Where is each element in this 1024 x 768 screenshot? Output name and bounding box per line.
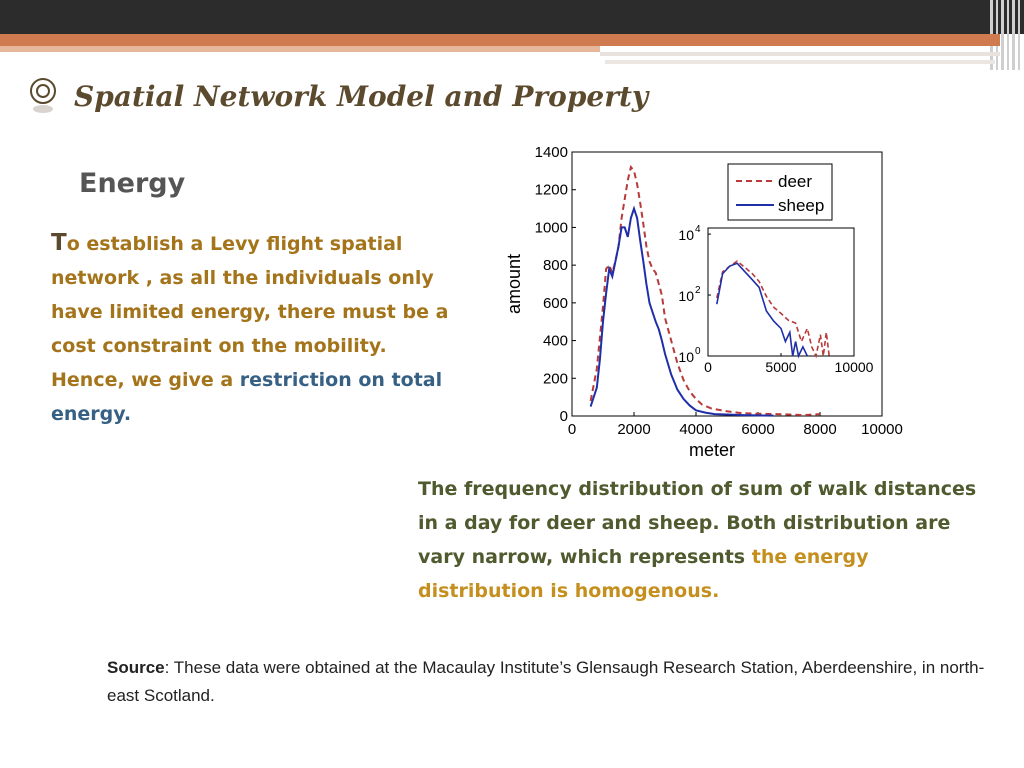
y-tick-label: 1400: [535, 144, 568, 161]
series-line-deer: [589, 164, 821, 417]
slide-subtitle: Energy: [79, 168, 186, 199]
inset-y-tick-exponent: 2: [695, 285, 701, 296]
inset-series-line-deer: [716, 260, 830, 359]
x-tick-label: 4000: [679, 421, 712, 438]
caption-text: The frequency distribution of sum of wal…: [418, 478, 977, 568]
series-line-sheep: [589, 205, 774, 417]
inset-x-tick-label: 5000: [765, 359, 796, 375]
legend: deer sheep: [727, 163, 833, 221]
inset-y-tick-exponent: 0: [695, 346, 701, 357]
inset-x-tick-label: 0: [704, 359, 712, 375]
paragraph-highlight: restriction on total energy.: [51, 369, 443, 425]
inset-frame: [707, 227, 855, 357]
source-text: : These data were obtained at the Macaul…: [107, 658, 985, 705]
y-tick-label: 1200: [535, 182, 568, 199]
x-tick-label: 10000: [861, 421, 903, 438]
x-tick-label: 6000: [741, 421, 774, 438]
source-label: Source: [107, 658, 165, 677]
chart-caption: The frequency distribution of sum of wal…: [418, 472, 998, 608]
y-tick-label: 0: [560, 408, 568, 425]
x-tick-label: 8000: [803, 421, 836, 438]
x-tick-label: 0: [568, 421, 576, 438]
inset-y-tick-base: 10: [678, 227, 694, 243]
body-paragraph: To establish a Levy flight spatial netwo…: [51, 226, 456, 431]
divider-line-2: [605, 60, 995, 64]
legend-box: [727, 163, 833, 221]
inset-y-tick-base: 10: [678, 349, 694, 365]
y-tick-label: 1000: [535, 219, 568, 236]
x-tick-label: 2000: [617, 421, 650, 438]
inset-series-line-sheep: [716, 262, 809, 359]
y-tick-label: 600: [543, 295, 568, 312]
title-row: Spatial Network Model and Property: [28, 76, 648, 116]
circle-bullet-icon: [30, 78, 56, 113]
legend-label-deer: deer: [778, 172, 812, 191]
legend-label-sheep: sheep: [778, 196, 824, 215]
divider-line: [600, 52, 1000, 56]
top-bar: [0, 0, 1024, 34]
slide-title: Spatial Network Model and Property: [74, 79, 649, 113]
caption-highlight: the energy distribution is homogenous.: [418, 546, 869, 602]
y-tick-label: 200: [543, 370, 568, 387]
y-tick-label: 400: [543, 333, 568, 350]
inset-x-tick-label: 10000: [835, 359, 874, 375]
inset-y-tick-base: 10: [678, 288, 694, 304]
accent-band: [0, 34, 1000, 46]
x-axis-label: meter: [689, 440, 735, 460]
source-note: Source: These data were obtained at the …: [107, 654, 987, 710]
accent-band-light: [0, 46, 600, 52]
frequency-chart: 0 2000 4000 6000 8000 10000020040060080010001…: [504, 144, 903, 460]
inset-y-tick-exponent: 4: [695, 224, 701, 235]
drop-cap: T: [51, 230, 67, 256]
y-tick-label: 800: [543, 257, 568, 274]
y-axis-label: amount: [504, 254, 524, 314]
paragraph-text: o establish a Levy flight spatial networ…: [51, 233, 449, 391]
